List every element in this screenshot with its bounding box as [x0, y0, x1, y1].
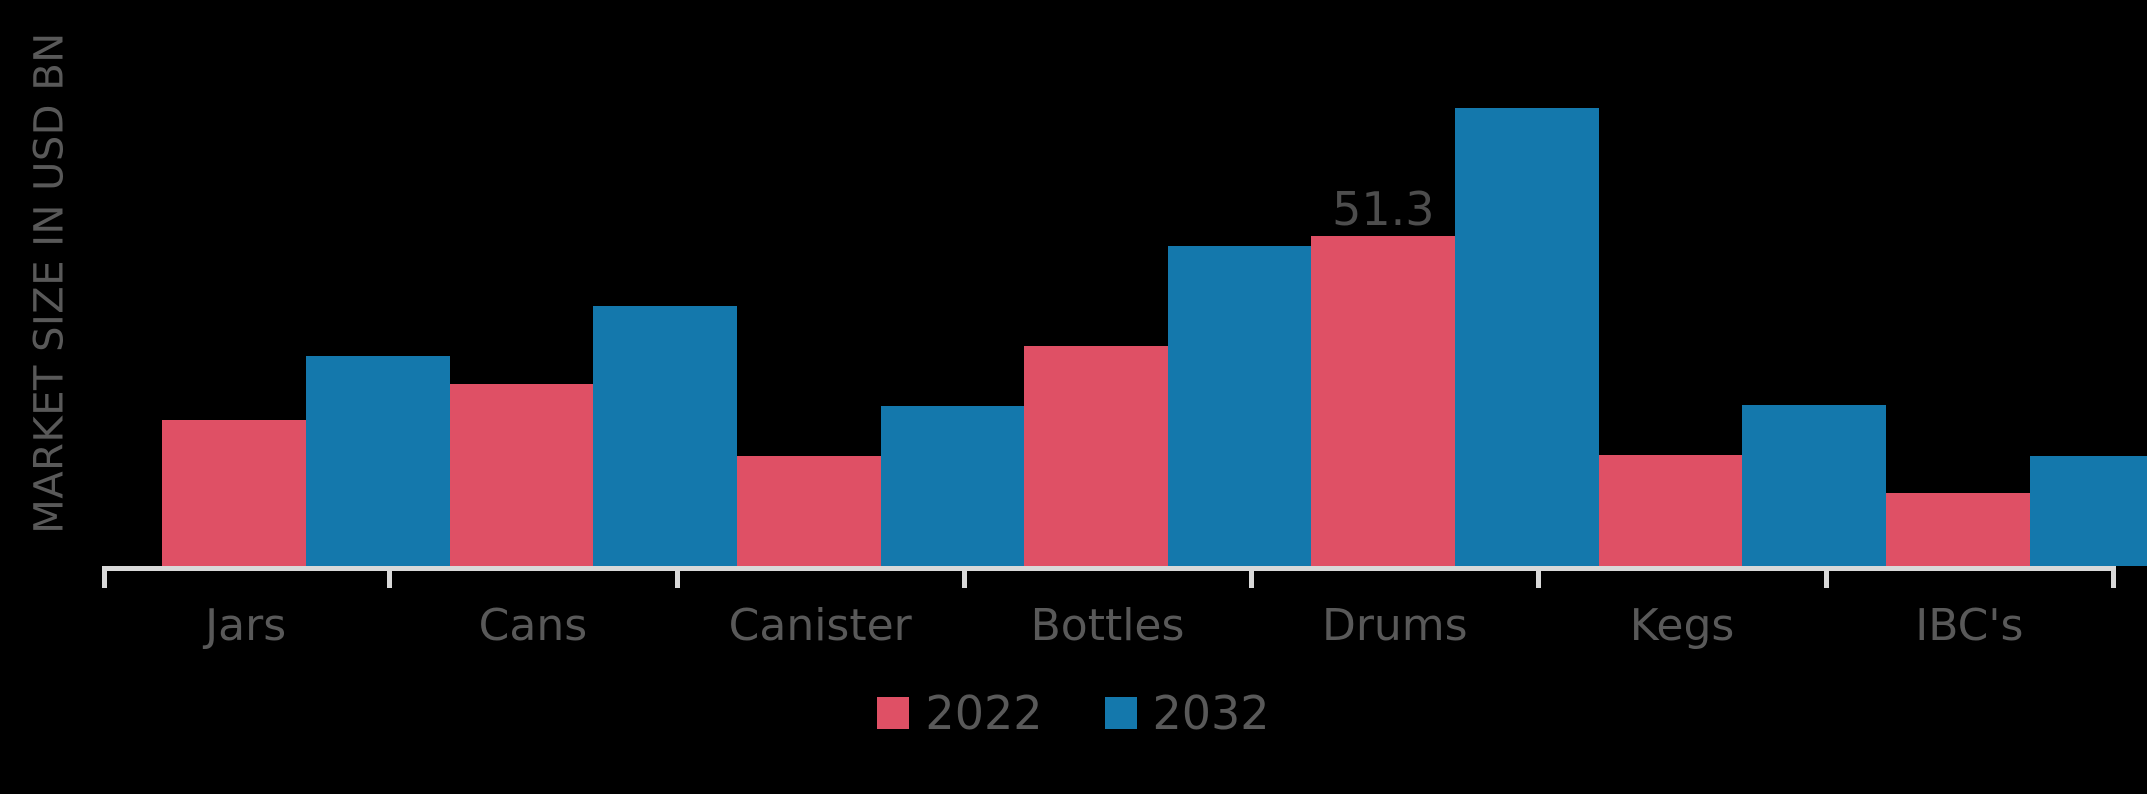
bar-jars-2032[interactable] — [305, 355, 450, 566]
bar-cans-2032[interactable] — [593, 305, 737, 566]
bar-canister-2032[interactable] — [880, 406, 1025, 566]
bar-group — [964, 20, 1312, 566]
x-axis-tick — [674, 566, 680, 588]
bar-group — [102, 20, 450, 566]
bar-drums-2032[interactable] — [1455, 108, 1599, 566]
x-axis-tick — [102, 566, 107, 588]
x-axis-label-canister: Canister — [728, 600, 912, 651]
bar-cans-2022[interactable] — [449, 383, 594, 566]
x-axis-label-ibc-s: IBC's — [1915, 600, 2024, 651]
chart-legend: 2022 2032 — [0, 690, 2147, 736]
bar-jars-2022[interactable] — [162, 419, 306, 566]
data-label-drums: 51.3 — [1332, 182, 1435, 237]
x-axis-category-labels: Jars Cans Canister Bottles Drums Kegs IBC's — [102, 600, 2113, 670]
x-axis-tick — [1249, 566, 1255, 588]
bar-group — [1826, 20, 2147, 566]
legend-swatch-icon — [877, 697, 910, 729]
bar-ibc-s-2032[interactable] — [2029, 456, 2147, 566]
plot-area: 51.3 — [102, 20, 2147, 566]
x-axis-label-drums: Drums — [1321, 600, 1468, 651]
bar-bottles-2032[interactable] — [1167, 246, 1312, 566]
x-axis-tick — [961, 566, 967, 588]
x-axis-tick — [1536, 566, 1542, 588]
x-axis-label-kegs: Kegs — [1629, 600, 1735, 651]
bar-group — [677, 20, 1025, 566]
bar-canister-2022[interactable] — [736, 456, 881, 566]
legend-item-2032[interactable]: 2032 — [1104, 686, 1270, 740]
bar-bottles-2022[interactable] — [1024, 346, 1168, 566]
bar-kegs-2032[interactable] — [1742, 404, 1887, 566]
x-axis-tick — [1823, 566, 1829, 588]
x-axis-tick — [2111, 566, 2116, 588]
bar-ibc-s-2022[interactable] — [1886, 492, 2030, 566]
x-axis-label-bottles: Bottles — [1030, 600, 1185, 651]
legend-label: 2032 — [1152, 686, 1270, 740]
legend-swatch-icon — [1104, 697, 1137, 729]
bar-kegs-2022[interactable] — [1598, 454, 1743, 566]
legend-label: 2022 — [925, 686, 1043, 740]
bar-group — [389, 20, 737, 566]
bar-drums-2022[interactable] — [1311, 236, 1456, 566]
legend-item-2022[interactable]: 2022 — [877, 686, 1043, 740]
x-axis-label-cans: Cans — [478, 600, 588, 651]
y-axis-title: MARKET SIZE IN USD BN — [0, 0, 100, 566]
x-axis-tick — [387, 566, 393, 588]
bar-group — [1251, 20, 1599, 566]
y-axis-title-label: MARKET SIZE IN USD BN — [27, 32, 74, 534]
x-axis-label-jars: Jars — [205, 600, 287, 651]
bar-group — [1538, 20, 1887, 566]
x-axis-line — [102, 566, 2113, 571]
